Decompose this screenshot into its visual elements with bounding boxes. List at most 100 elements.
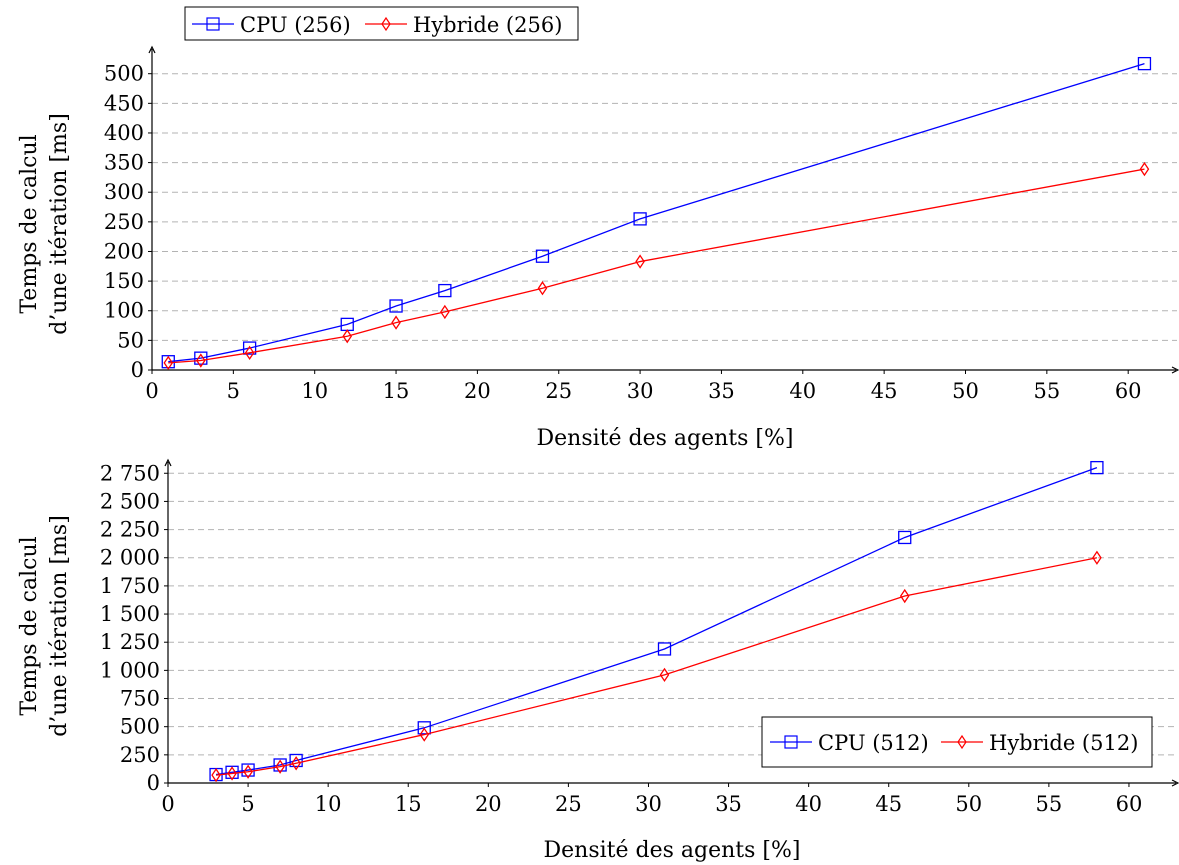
data-point — [537, 281, 548, 296]
y-tick-label: 150 — [104, 269, 144, 293]
data-point — [243, 764, 253, 779]
series-line — [215, 557, 1098, 776]
x-tick-label: 0 — [145, 379, 158, 403]
x-tick-label: 55 — [1033, 379, 1060, 403]
y-tick-label: 750 — [120, 687, 160, 711]
y-tick-label: 500 — [104, 62, 144, 86]
x-tick-label: 10 — [301, 379, 328, 403]
y-tick-label: 250 — [104, 210, 144, 234]
data-point — [635, 254, 645, 269]
data-point — [1137, 56, 1152, 71]
axes — [148, 45, 1179, 374]
x-tick-label: 40 — [795, 792, 822, 816]
y-axis-label-line2: d’une itération [ms] — [47, 515, 72, 737]
x-tick-label: 45 — [871, 379, 898, 403]
y-tick-label: 400 — [104, 121, 144, 145]
x-tick-label: 30 — [627, 379, 654, 403]
y-axis-arrow — [164, 458, 172, 467]
series-line — [168, 63, 1145, 363]
data-point — [1090, 460, 1104, 475]
series — [209, 460, 1104, 783]
series — [161, 56, 1152, 371]
data-point — [417, 721, 431, 735]
data-point — [1092, 550, 1102, 565]
legend-marker-cpu — [784, 735, 798, 749]
y-tick-label: 0 — [147, 771, 160, 795]
x-tick-label: 20 — [464, 379, 491, 403]
legend: CPU (512) Hybride (512) — [761, 716, 1153, 768]
data-point — [1139, 161, 1150, 177]
y-tick-label: 1 750 — [100, 574, 160, 598]
y-tick-label: 2 250 — [100, 518, 160, 542]
y-tick-label: 2 750 — [100, 461, 160, 485]
legend: CPU (256) Hybride (256) — [184, 6, 579, 41]
legend-marker-hybride — [381, 16, 391, 32]
data-point — [440, 304, 450, 320]
data-point — [275, 759, 285, 774]
y-tick-label: 50 — [117, 328, 144, 352]
x-tick-labels: 0 5 10 15 20 25 30 35 40 45 50 55 60 — [161, 792, 1142, 816]
series-line — [215, 467, 1098, 776]
data-point — [196, 353, 206, 368]
grid — [168, 472, 1177, 756]
x-tick-label: 25 — [545, 379, 572, 403]
data-point — [657, 642, 672, 656]
y-tick-label: 1 500 — [100, 602, 160, 626]
y-tick-label: 300 — [104, 180, 144, 204]
y-tick-label: 1 250 — [100, 630, 160, 654]
grid — [152, 73, 1177, 341]
y-tick-label: 200 — [104, 239, 144, 263]
x-tick-label: 25 — [555, 792, 582, 816]
y-tick-label: 450 — [104, 91, 144, 115]
chart-cpu-hybride-256: 0 50 100 150 200 250 300 350 400 450 500 0 5 10 15 20 2… — [17, 6, 1179, 451]
y-tick-label: 250 — [120, 743, 160, 767]
axes — [164, 458, 1179, 787]
data-point — [244, 345, 255, 360]
legend-marker-hybride — [957, 734, 967, 750]
x-axis-label: Densité des agents [%] — [537, 426, 794, 451]
y-tick-label: 2 000 — [100, 546, 160, 570]
x-axis-arrow — [1171, 366, 1179, 374]
x-tick-label: 35 — [715, 792, 742, 816]
data-point — [163, 355, 174, 371]
y-tick-labels: 0 250 500 750 1 000 1 250 1 500 1 750 2 000 2 250… — [100, 461, 160, 795]
x-tick-label: 0 — [161, 792, 174, 816]
y-tick-label: 100 — [104, 299, 144, 323]
y-axis-arrow — [148, 45, 156, 54]
x-tick-label: 5 — [241, 792, 254, 816]
x-axis-arrow — [1171, 779, 1179, 787]
data-point — [389, 299, 403, 313]
y-tick-labels: 0 50 100 150 200 250 300 350 400 450 500 — [104, 62, 144, 382]
x-tick-label: 55 — [1036, 792, 1063, 816]
y-tick-label: 1 000 — [100, 658, 160, 682]
x-tick-label: 50 — [955, 792, 982, 816]
legend-marker-cpu — [206, 17, 220, 31]
y-axis-label-line1: Temps de calcul — [17, 536, 42, 715]
y-axis-label-line1: Temps de calcul — [17, 134, 42, 313]
data-point — [227, 766, 237, 781]
x-tick-label: 30 — [635, 792, 662, 816]
series-line — [168, 168, 1145, 364]
data-point — [899, 588, 910, 604]
x-tick-label: 5 — [227, 379, 240, 403]
x-axis-label: Densité des agents [%] — [544, 838, 801, 863]
data-point — [242, 341, 257, 355]
x-tick-labels: 0 5 10 15 20 25 30 35 40 45 50 55 60 — [145, 379, 1141, 403]
legend-label-cpu: CPU (512) — [818, 731, 929, 755]
data-point — [633, 212, 647, 226]
y-tick-label: 0 — [131, 358, 144, 382]
legend-label-hybride: Hybride (512) — [989, 731, 1138, 755]
legend-label-hybride: Hybride (256) — [413, 13, 562, 37]
x-tick-label: 40 — [789, 379, 816, 403]
data-point — [438, 283, 452, 298]
data-point — [289, 753, 303, 768]
y-tick-label: 350 — [104, 151, 144, 175]
x-tick-label: 60 — [1115, 379, 1142, 403]
data-point — [898, 530, 912, 545]
legend-label-cpu: CPU (256) — [240, 13, 351, 37]
data-point — [391, 315, 401, 330]
x-tick-label: 15 — [395, 792, 422, 816]
data-point — [342, 329, 353, 344]
y-axis-label-line2: d’une itération [ms] — [47, 113, 72, 335]
